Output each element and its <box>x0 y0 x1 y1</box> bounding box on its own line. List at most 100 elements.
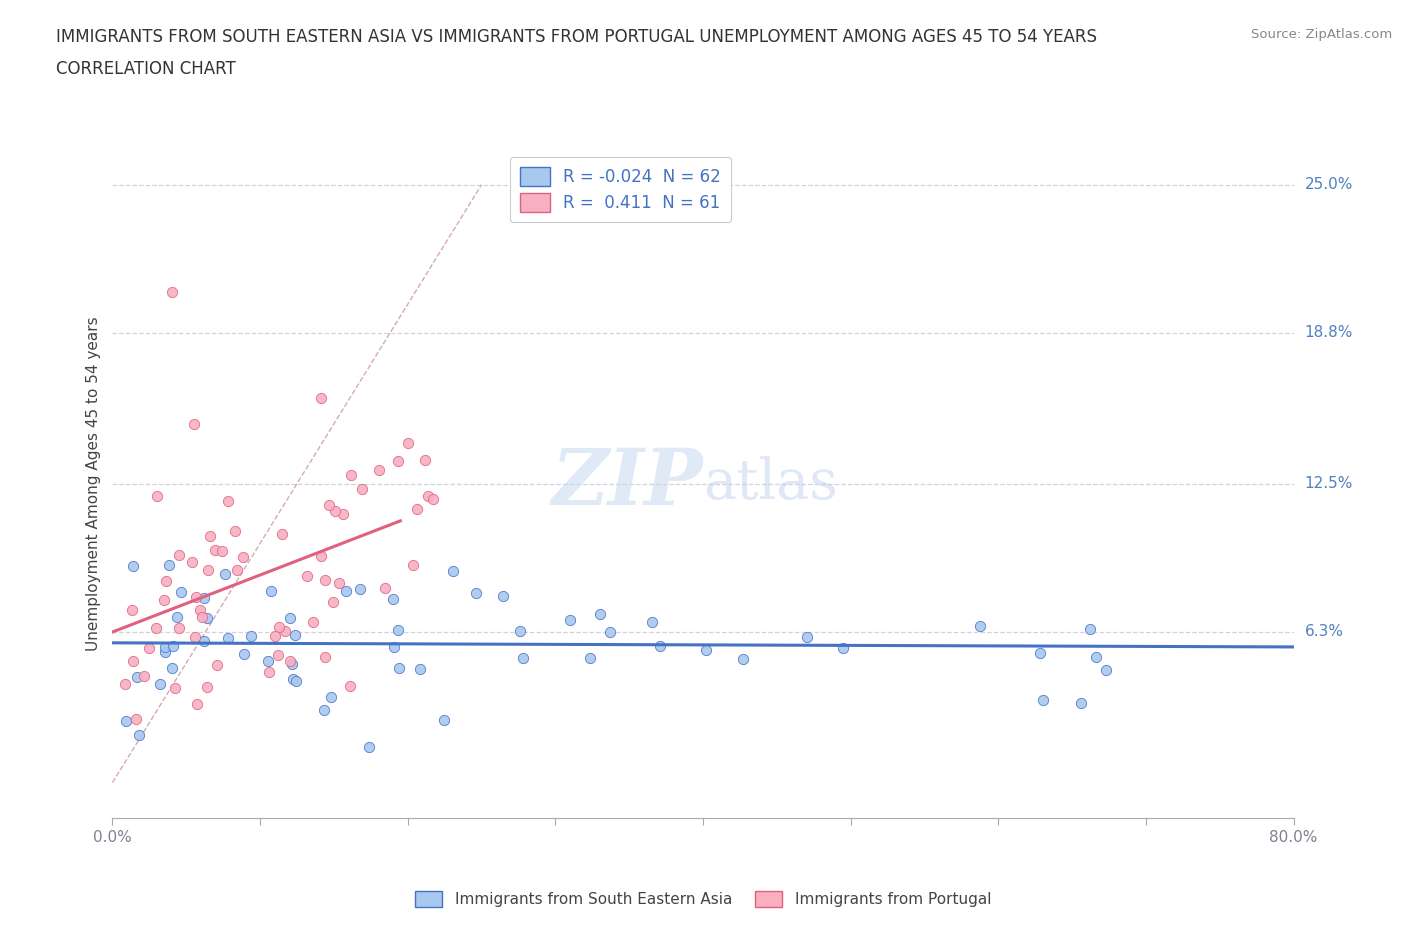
Point <box>641 615 664 630</box>
Point <box>409 662 432 677</box>
Point <box>205 658 228 673</box>
Point <box>322 594 344 609</box>
Point <box>195 679 218 694</box>
Point <box>200 529 222 544</box>
Point <box>134 669 156 684</box>
Text: 6.3%: 6.3% <box>1305 624 1344 639</box>
Text: 18.8%: 18.8% <box>1305 326 1353 340</box>
Point <box>280 610 302 625</box>
Point <box>374 580 396 595</box>
Point <box>197 563 219 578</box>
Point <box>217 631 239 645</box>
Point <box>121 603 143 618</box>
Point <box>1070 696 1092 711</box>
Point <box>155 574 177 589</box>
Point <box>332 507 354 522</box>
Point <box>418 488 440 503</box>
Point <box>183 417 205 432</box>
Point <box>204 543 226 558</box>
Point <box>145 620 167 635</box>
Point <box>433 712 456 727</box>
Point <box>278 654 301 669</box>
Point <box>211 544 233 559</box>
Point <box>125 711 148 726</box>
Text: 12.5%: 12.5% <box>1305 476 1353 491</box>
Point <box>314 573 336 588</box>
Point <box>441 564 464 578</box>
Point <box>114 676 136 691</box>
Point <box>402 558 425 573</box>
Point <box>269 619 291 634</box>
Point <box>335 583 357 598</box>
Text: ZIP: ZIP <box>551 445 703 522</box>
Point <box>350 482 373 497</box>
Point <box>167 620 190 635</box>
Point <box>197 611 219 626</box>
Point <box>153 639 176 654</box>
Point <box>125 670 148 684</box>
Point <box>328 576 350 591</box>
Text: 25.0%: 25.0% <box>1305 178 1353 193</box>
Point <box>285 673 308 688</box>
Point <box>153 644 176 659</box>
Point <box>560 613 582 628</box>
Point <box>339 679 361 694</box>
Point <box>733 651 755 666</box>
Point <box>186 697 208 711</box>
Point <box>579 651 602 666</box>
Point <box>492 588 515 603</box>
Point <box>1032 693 1054 708</box>
Point <box>309 549 332 564</box>
Point <box>388 660 411 675</box>
Point <box>1095 663 1118 678</box>
Point <box>281 657 304 671</box>
Legend: Immigrants from South Eastern Asia, Immigrants from Portugal: Immigrants from South Eastern Asia, Immi… <box>409 884 997 913</box>
Point <box>969 618 991 633</box>
Point <box>695 642 717 657</box>
Point <box>188 603 211 618</box>
Point <box>318 498 340 512</box>
Point <box>138 640 160 655</box>
Point <box>382 640 405 655</box>
Point <box>260 584 283 599</box>
Point <box>271 526 294 541</box>
Point <box>152 593 174 608</box>
Point <box>650 638 672 653</box>
Point <box>259 665 281 680</box>
Point <box>121 654 143 669</box>
Point <box>323 503 346 518</box>
Point <box>157 557 180 572</box>
Text: Source: ZipAtlas.com: Source: ZipAtlas.com <box>1251 28 1392 41</box>
Text: atlas: atlas <box>703 457 838 511</box>
Point <box>284 628 307 643</box>
Point <box>184 630 207 644</box>
Point <box>193 591 215 605</box>
Point <box>122 558 145 573</box>
Point <box>349 582 371 597</box>
Point <box>149 676 172 691</box>
Point <box>1084 649 1107 664</box>
Text: IMMIGRANTS FROM SOUTH EASTERN ASIA VS IMMIGRANTS FROM PORTUGAL UNEMPLOYMENT AMON: IMMIGRANTS FROM SOUTH EASTERN ASIA VS IM… <box>56 28 1097 46</box>
Point <box>162 638 184 653</box>
Point <box>184 590 207 604</box>
Point <box>599 624 621 639</box>
Point <box>180 554 202 569</box>
Point <box>217 494 239 509</box>
Point <box>225 563 247 578</box>
Point <box>267 648 290 663</box>
Point <box>114 713 136 728</box>
Point <box>167 548 190 563</box>
Text: CORRELATION CHART: CORRELATION CHART <box>56 60 236 78</box>
Point <box>382 591 405 606</box>
Point <box>387 454 409 469</box>
Point <box>509 624 531 639</box>
Y-axis label: Unemployment Among Ages 45 to 54 years: Unemployment Among Ages 45 to 54 years <box>86 316 101 651</box>
Point <box>193 633 215 648</box>
Point <box>415 453 437 468</box>
Point <box>422 491 444 506</box>
Point <box>396 436 419 451</box>
Point <box>302 615 325 630</box>
Point <box>309 391 332 405</box>
Point <box>368 462 391 477</box>
Point <box>406 502 429 517</box>
